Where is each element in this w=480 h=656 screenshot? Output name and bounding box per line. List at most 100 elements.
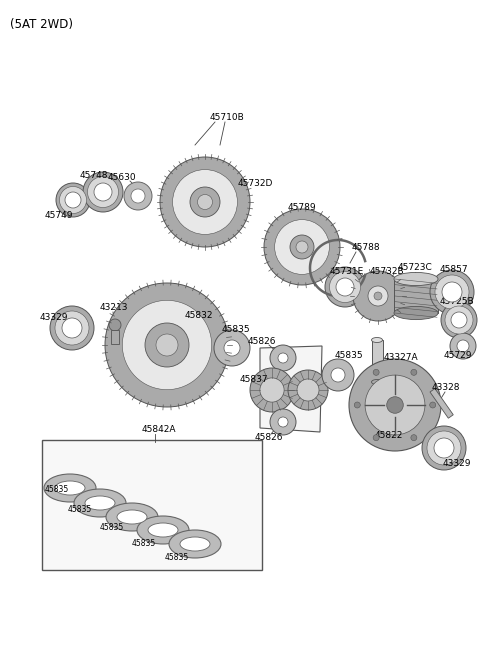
Circle shape xyxy=(411,435,417,441)
Circle shape xyxy=(374,292,382,300)
Text: 45731E: 45731E xyxy=(330,268,364,276)
Circle shape xyxy=(451,312,467,328)
Circle shape xyxy=(190,187,220,217)
Polygon shape xyxy=(260,346,322,432)
Circle shape xyxy=(270,409,296,435)
Text: 45822: 45822 xyxy=(375,432,403,440)
Text: 45835: 45835 xyxy=(132,539,156,548)
Circle shape xyxy=(250,368,294,412)
Ellipse shape xyxy=(106,503,158,531)
Text: 45729: 45729 xyxy=(444,350,472,359)
Text: 45835: 45835 xyxy=(100,522,124,531)
Circle shape xyxy=(427,431,461,465)
Text: 43213: 43213 xyxy=(100,304,129,312)
Text: 45725B: 45725B xyxy=(440,298,475,306)
Text: 43329: 43329 xyxy=(443,459,471,468)
Circle shape xyxy=(145,323,189,367)
Text: 45826: 45826 xyxy=(248,337,276,346)
Text: 45835: 45835 xyxy=(335,352,364,361)
Ellipse shape xyxy=(55,481,85,495)
Text: 45835: 45835 xyxy=(45,485,69,495)
Text: 45630: 45630 xyxy=(108,173,137,182)
Circle shape xyxy=(329,272,360,302)
Bar xyxy=(111,330,119,344)
Bar xyxy=(394,279,438,313)
Circle shape xyxy=(457,340,469,352)
Circle shape xyxy=(387,397,403,413)
Circle shape xyxy=(450,333,476,359)
Circle shape xyxy=(322,359,354,391)
Circle shape xyxy=(160,157,250,247)
Circle shape xyxy=(65,192,81,208)
Text: 43328: 43328 xyxy=(432,384,460,392)
Ellipse shape xyxy=(372,337,383,342)
Text: 45788: 45788 xyxy=(352,243,381,253)
Circle shape xyxy=(354,402,360,408)
Bar xyxy=(372,340,383,382)
Circle shape xyxy=(60,186,86,213)
Circle shape xyxy=(214,330,250,366)
Bar xyxy=(42,440,262,570)
Text: 45789: 45789 xyxy=(288,203,317,213)
Circle shape xyxy=(224,340,240,356)
Circle shape xyxy=(264,209,340,285)
Text: 43327A: 43327A xyxy=(384,354,419,363)
Circle shape xyxy=(131,189,145,203)
Circle shape xyxy=(290,235,314,259)
Circle shape xyxy=(434,438,454,458)
Text: 45835: 45835 xyxy=(222,325,251,335)
Circle shape xyxy=(62,318,82,338)
Circle shape xyxy=(173,170,238,234)
Circle shape xyxy=(353,271,403,321)
Circle shape xyxy=(331,368,345,382)
Circle shape xyxy=(373,369,379,375)
Circle shape xyxy=(368,286,388,306)
Circle shape xyxy=(124,182,152,210)
Circle shape xyxy=(278,353,288,363)
Circle shape xyxy=(197,194,213,209)
Text: 45723C: 45723C xyxy=(398,264,433,272)
Ellipse shape xyxy=(394,306,438,319)
Circle shape xyxy=(373,435,379,441)
Circle shape xyxy=(365,375,425,435)
Circle shape xyxy=(288,370,328,410)
Ellipse shape xyxy=(137,516,189,544)
Circle shape xyxy=(430,402,436,408)
Bar xyxy=(430,388,453,419)
Circle shape xyxy=(435,275,469,309)
Text: 45748: 45748 xyxy=(80,171,108,180)
Circle shape xyxy=(422,426,466,470)
Circle shape xyxy=(275,220,329,274)
Circle shape xyxy=(430,270,474,314)
Ellipse shape xyxy=(44,474,96,502)
Circle shape xyxy=(156,334,178,356)
Ellipse shape xyxy=(169,530,221,558)
Text: 45835: 45835 xyxy=(68,506,92,514)
Circle shape xyxy=(349,359,441,451)
Circle shape xyxy=(411,369,417,375)
Text: 45710B: 45710B xyxy=(210,113,245,123)
Circle shape xyxy=(441,302,477,338)
Ellipse shape xyxy=(148,523,178,537)
Circle shape xyxy=(94,183,112,201)
Circle shape xyxy=(270,345,296,371)
Circle shape xyxy=(55,311,89,345)
Text: 45835: 45835 xyxy=(165,554,189,562)
Text: (5AT 2WD): (5AT 2WD) xyxy=(10,18,73,31)
Circle shape xyxy=(278,417,288,427)
Ellipse shape xyxy=(117,510,147,524)
Ellipse shape xyxy=(394,272,438,285)
Text: 43329: 43329 xyxy=(40,314,69,323)
Circle shape xyxy=(122,300,212,390)
Circle shape xyxy=(297,379,319,401)
Circle shape xyxy=(445,306,473,334)
Text: 45837: 45837 xyxy=(240,375,269,384)
Circle shape xyxy=(56,183,90,217)
Circle shape xyxy=(87,176,119,207)
Circle shape xyxy=(296,241,308,253)
Text: 45842A: 45842A xyxy=(142,426,177,434)
Ellipse shape xyxy=(180,537,210,551)
Circle shape xyxy=(105,283,229,407)
Text: 45832: 45832 xyxy=(185,312,214,321)
Text: 45732B: 45732B xyxy=(370,268,405,276)
